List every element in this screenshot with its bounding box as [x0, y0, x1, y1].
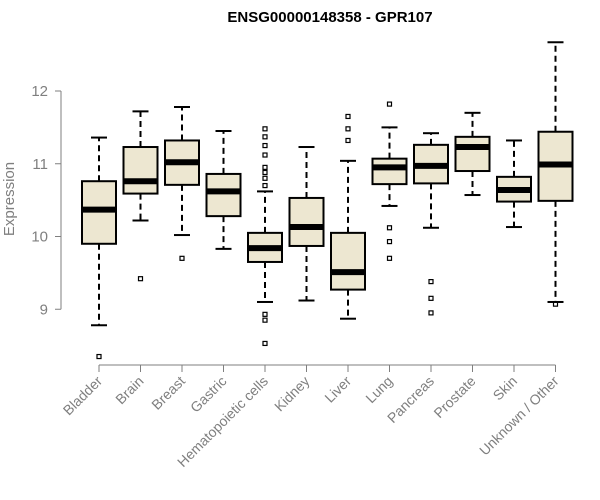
x-tick-label: Unknown / Other: [476, 373, 562, 459]
box-pancreas: [413, 132, 449, 316]
outlier-point: [262, 317, 268, 323]
box-iqr: [371, 157, 408, 186]
outlier-point: [262, 340, 268, 347]
outlier-point: [262, 164, 268, 170]
box-liver: [330, 113, 366, 320]
box-iqr: [288, 196, 325, 247]
x-tick-label: Kidney: [271, 373, 313, 415]
x-tick-label: Liver: [321, 373, 354, 406]
x-tick-label: Breast: [148, 373, 188, 413]
outlier-point: [345, 126, 351, 132]
outlier-point: [386, 225, 393, 231]
outlier-point: [428, 279, 434, 285]
box-hematopoietic-cells: [247, 126, 283, 347]
outlier-point: [262, 169, 268, 176]
box-series: [81, 41, 574, 360]
box-iqr: [122, 146, 159, 195]
outlier-point: [386, 101, 393, 107]
outlier-point: [428, 310, 434, 316]
y-tick-label: 12: [31, 83, 48, 100]
box-iqr: [330, 231, 366, 291]
outlier-point: [137, 276, 144, 282]
box-iqr: [454, 135, 491, 173]
outlier-point: [96, 353, 102, 360]
chart-title: ENSG00000148358 - GPR107: [227, 9, 432, 26]
outlier-point: [262, 182, 268, 189]
outlier-point: [179, 255, 185, 261]
box-bladder: [81, 136, 117, 360]
outlier-point: [262, 134, 268, 140]
x-tick-label: Lung: [362, 373, 395, 406]
box-gastric: [205, 130, 242, 250]
box-brain: [122, 110, 159, 282]
outlier-point: [386, 238, 393, 245]
outlier-point: [262, 311, 268, 317]
x-tick-label: Skin: [490, 373, 521, 404]
outlier-point: [262, 175, 268, 181]
outlier-point: [262, 142, 268, 149]
outlier-point: [345, 113, 351, 120]
outlier-point: [262, 126, 268, 132]
box-kidney: [288, 146, 325, 302]
box-unknown-other: [537, 41, 574, 307]
x-tick-label: Brain: [112, 373, 146, 407]
outlier-point: [345, 137, 351, 144]
box-prostate: [454, 111, 491, 197]
box-iqr: [205, 172, 242, 218]
outlier-point: [428, 295, 434, 301]
outlier-point: [552, 301, 559, 307]
x-tick-label: Bladder: [60, 373, 106, 419]
y-axis-label: Expression: [1, 162, 18, 236]
y-tick-label: 11: [32, 156, 48, 173]
x-tick-label: Prostate: [430, 373, 478, 421]
box-skin: [496, 139, 532, 229]
y-tick-label: 10: [31, 229, 48, 246]
box-breast: [164, 106, 200, 261]
y-tick-label: 9: [40, 301, 48, 318]
outlier-point: [386, 255, 393, 261]
outlier-point: [262, 152, 268, 158]
y-axis: 9 10 11 12: [31, 83, 62, 318]
box-lung: [371, 101, 408, 261]
